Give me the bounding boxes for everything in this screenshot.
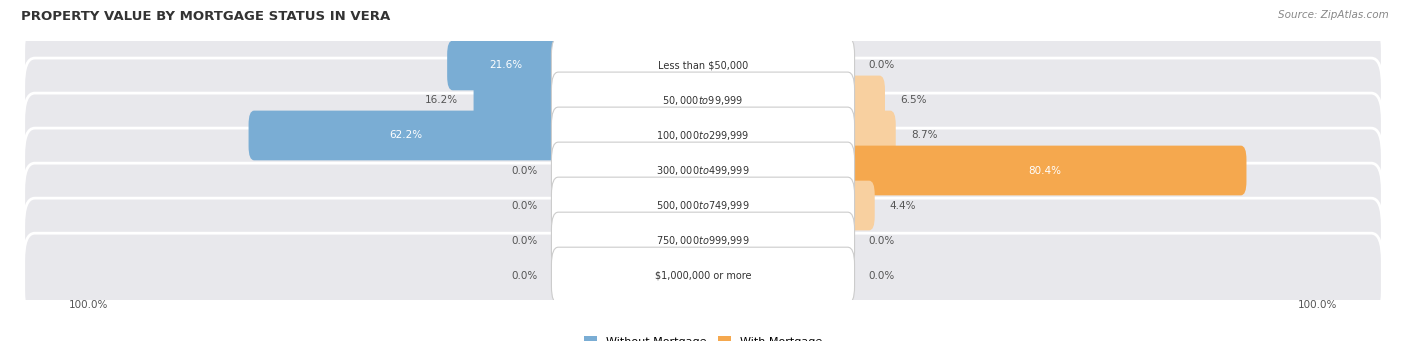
FancyBboxPatch shape xyxy=(551,37,855,94)
Text: $500,000 to $749,999: $500,000 to $749,999 xyxy=(657,199,749,212)
FancyBboxPatch shape xyxy=(551,212,855,269)
Text: 100.0%: 100.0% xyxy=(69,300,108,310)
FancyBboxPatch shape xyxy=(447,41,564,90)
Text: 80.4%: 80.4% xyxy=(1028,165,1060,176)
FancyBboxPatch shape xyxy=(551,142,855,199)
FancyBboxPatch shape xyxy=(249,110,564,160)
Text: 0.0%: 0.0% xyxy=(512,236,537,246)
FancyBboxPatch shape xyxy=(24,233,1382,318)
Text: PROPERTY VALUE BY MORTGAGE STATUS IN VERA: PROPERTY VALUE BY MORTGAGE STATUS IN VER… xyxy=(21,10,391,23)
FancyBboxPatch shape xyxy=(842,76,884,125)
FancyBboxPatch shape xyxy=(24,128,1382,213)
Text: Less than $50,000: Less than $50,000 xyxy=(658,60,748,71)
Text: $300,000 to $499,999: $300,000 to $499,999 xyxy=(657,164,749,177)
Text: 0.0%: 0.0% xyxy=(512,201,537,210)
Text: 16.2%: 16.2% xyxy=(425,95,458,105)
FancyBboxPatch shape xyxy=(24,58,1382,143)
FancyBboxPatch shape xyxy=(551,107,855,164)
Text: 0.0%: 0.0% xyxy=(512,270,537,281)
Text: 8.7%: 8.7% xyxy=(911,131,938,140)
FancyBboxPatch shape xyxy=(24,23,1382,108)
Text: 21.6%: 21.6% xyxy=(489,60,522,71)
Text: 0.0%: 0.0% xyxy=(869,236,894,246)
Text: $50,000 to $99,999: $50,000 to $99,999 xyxy=(662,94,744,107)
Text: 6.5%: 6.5% xyxy=(900,95,927,105)
FancyBboxPatch shape xyxy=(551,72,855,129)
Text: $1,000,000 or more: $1,000,000 or more xyxy=(655,270,751,281)
Text: 0.0%: 0.0% xyxy=(869,60,894,71)
FancyBboxPatch shape xyxy=(24,163,1382,248)
FancyBboxPatch shape xyxy=(842,110,896,160)
FancyBboxPatch shape xyxy=(474,76,564,125)
Legend: Without Mortgage, With Mortgage: Without Mortgage, With Mortgage xyxy=(579,332,827,341)
Text: 0.0%: 0.0% xyxy=(512,165,537,176)
Text: $100,000 to $299,999: $100,000 to $299,999 xyxy=(657,129,749,142)
Text: 4.4%: 4.4% xyxy=(890,201,917,210)
FancyBboxPatch shape xyxy=(24,198,1382,283)
Text: $750,000 to $999,999: $750,000 to $999,999 xyxy=(657,234,749,247)
FancyBboxPatch shape xyxy=(842,146,1247,195)
FancyBboxPatch shape xyxy=(551,177,855,234)
Text: 0.0%: 0.0% xyxy=(869,270,894,281)
FancyBboxPatch shape xyxy=(842,181,875,231)
FancyBboxPatch shape xyxy=(551,247,855,304)
Text: 100.0%: 100.0% xyxy=(1298,300,1337,310)
Text: Source: ZipAtlas.com: Source: ZipAtlas.com xyxy=(1278,10,1389,20)
FancyBboxPatch shape xyxy=(24,93,1382,178)
Text: 62.2%: 62.2% xyxy=(389,131,423,140)
